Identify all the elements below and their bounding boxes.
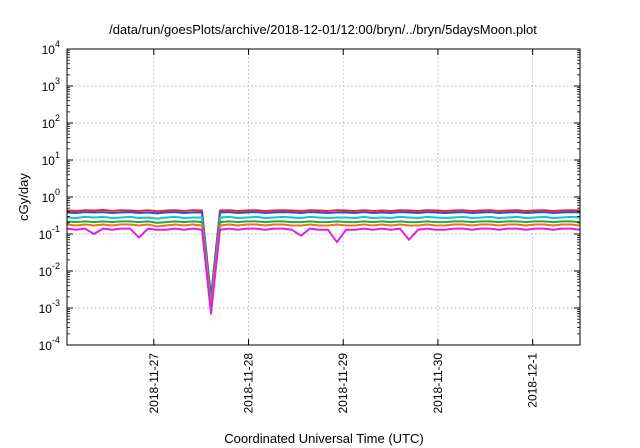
x-tick-label: 2018-11-29 (336, 353, 350, 414)
y-tick-label: 10-3 (39, 298, 60, 316)
y-tick-label: 10-2 (39, 261, 60, 279)
y-tick-label: 10-4 (39, 335, 60, 353)
x-tick-label: 2018-12-1 (526, 353, 540, 408)
y-tick-labels: 104 103 102 101 100 10-1 10-2 10-3 10-4 (39, 39, 60, 353)
series-line (66, 211, 581, 302)
y-axis-label: cGy/day (16, 173, 31, 221)
y-tick-label: 100 (42, 187, 60, 205)
y-tick-label: 103 (42, 76, 60, 94)
y-tick-label: 101 (42, 150, 60, 168)
series-line (66, 215, 581, 307)
series-line (66, 220, 581, 309)
series-layer (66, 208, 581, 315)
grid-lines (67, 49, 580, 345)
y-tick-label: 10-1 (39, 224, 60, 242)
y-tick-label: 104 (42, 39, 60, 57)
x-tick-label: 2018-11-30 (431, 353, 445, 414)
chart-title: /data/run/goesPlots/archive/2018-12-01/1… (109, 22, 537, 37)
series-line (66, 223, 581, 311)
x-axis-label: Coordinated Universal Time (UTC) (224, 431, 423, 446)
tick-marks (67, 48, 580, 346)
x-tick-labels: 2018-11-27 2018-11-28 2018-11-29 2018-11-30… (147, 353, 540, 414)
x-tick-label: 2018-11-27 (147, 353, 161, 414)
x-tick-label: 2018-11-28 (242, 353, 256, 414)
y-tick-label: 102 (42, 113, 60, 131)
series-line (66, 227, 581, 315)
series-line (66, 208, 581, 298)
